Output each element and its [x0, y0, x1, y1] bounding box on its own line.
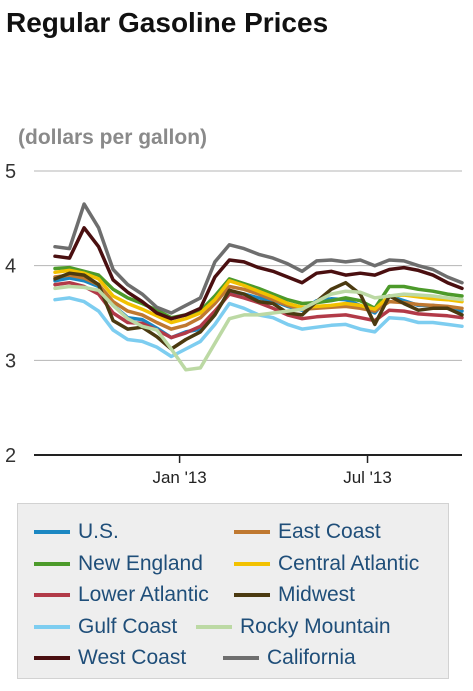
legend-item: Rocky Mountain	[196, 614, 391, 640]
series-line-new-england	[53, 265, 464, 320]
legend-label: West Coast	[78, 646, 187, 669]
legend-swatch	[196, 624, 232, 629]
legend-swatch	[34, 561, 70, 566]
x-tick-label: Jan '13	[152, 468, 206, 487]
legend-label: California	[267, 646, 356, 669]
legend-item: West Coast	[34, 645, 186, 671]
series-line-east-coast	[53, 273, 464, 331]
legend: U.S. East Coast New England Central Atlanti…	[17, 503, 449, 679]
legend-swatch	[34, 656, 70, 660]
series-line-west-coast	[53, 226, 464, 321]
legend-item: California	[223, 645, 356, 671]
legend-item: U.S.	[34, 519, 119, 545]
legend-swatch	[234, 530, 270, 534]
legend-label: Central Atlantic	[278, 551, 420, 575]
chart-title: Regular Gasoline Prices	[6, 7, 329, 38]
legend-swatch	[234, 561, 270, 566]
y-tick-label: 2	[5, 445, 16, 467]
legend-swatch	[223, 656, 259, 660]
unit-label: (dollars per gallon)	[18, 126, 208, 149]
legend-swatch	[34, 593, 70, 597]
legend-label: Lower Atlantic	[78, 583, 209, 606]
series-line-california	[53, 202, 464, 315]
line-chart: 5 4 3 2 Jan '13 Jul '13	[5, 161, 464, 487]
series-line-midwest	[53, 271, 464, 351]
legend-item: New England	[34, 551, 203, 577]
legend-item: East Coast	[234, 519, 381, 545]
legend-item: Central Atlantic	[234, 551, 419, 577]
legend-label: East Coast	[278, 520, 381, 543]
y-tick-label: 3	[5, 350, 16, 372]
legend-label: U.S.	[78, 520, 119, 543]
legend-swatch	[234, 593, 270, 597]
legend-item: Gulf Coast	[34, 614, 177, 640]
legend-item: Lower Atlantic	[34, 582, 209, 608]
legend-label: Rocky Mountain	[240, 614, 391, 638]
x-tick-label: Jul '13	[343, 468, 392, 487]
y-tick-label: 5	[5, 161, 16, 183]
legend-swatch	[34, 624, 70, 629]
legend-item: Midwest	[234, 582, 355, 608]
legend-swatch	[34, 530, 70, 534]
legend-label: Gulf Coast	[78, 614, 178, 638]
series-line-rocky-mountain	[53, 284, 464, 372]
legend-label: New England	[78, 551, 203, 575]
legend-label: Midwest	[278, 583, 356, 606]
y-tick-label: 4	[5, 256, 16, 278]
